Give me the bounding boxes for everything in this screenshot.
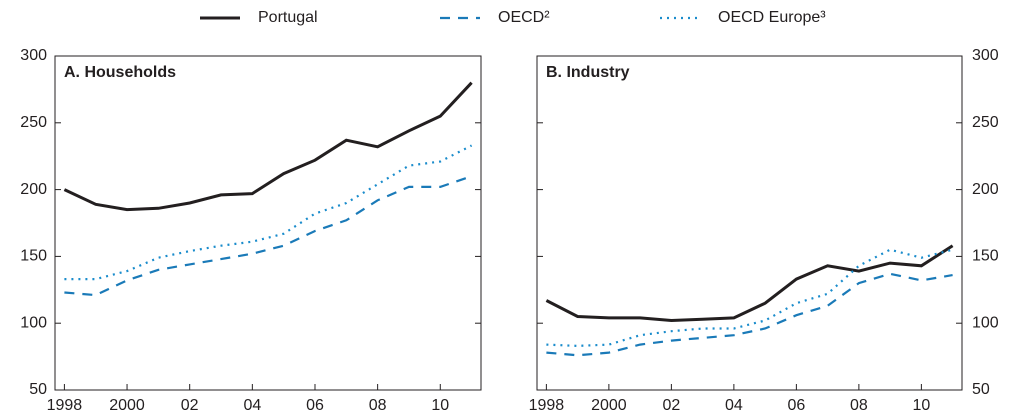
line-series — [63, 81, 473, 212]
y-tick-label: 100 — [972, 314, 999, 331]
x-tick-label: 04 — [243, 397, 261, 414]
plot-frame — [536, 55, 963, 391]
y-tick-label: 300 — [20, 47, 47, 64]
y-tick-label: 250 — [972, 114, 999, 131]
x-tick-label: 1998 — [47, 397, 83, 414]
line-series — [546, 272, 953, 357]
y-tick-label: 50 — [29, 381, 47, 398]
x-tick-label: 10 — [912, 397, 930, 414]
legend-label: OECD² — [498, 9, 550, 26]
x-tick-label: 04 — [725, 397, 743, 414]
x-tick-label: 2000 — [591, 397, 627, 414]
line-series — [64, 144, 473, 281]
line-series — [64, 175, 472, 297]
y-tick-label: 200 — [20, 181, 47, 198]
x-tick-label: 08 — [369, 397, 387, 414]
x-tick-label: 02 — [181, 397, 199, 414]
y-tick-label: 50 — [972, 381, 990, 398]
x-tick-label: 1998 — [529, 397, 565, 414]
x-tick-label: 2000 — [109, 397, 145, 414]
x-tick-label: 10 — [431, 397, 449, 414]
x-tick-label: 06 — [787, 397, 805, 414]
y-tick-label: 150 — [972, 248, 999, 265]
line-series — [545, 244, 954, 323]
plot-frame — [54, 55, 482, 391]
panel-title: B. Industry — [546, 64, 630, 81]
y-tick-label: 100 — [20, 314, 47, 331]
legend-label: Portugal — [258, 9, 318, 26]
y-tick-label: 250 — [20, 114, 47, 131]
x-tick-label: 08 — [850, 397, 868, 414]
legend-label: OECD Europe³ — [718, 9, 826, 26]
y-tick-label: 150 — [20, 248, 47, 265]
x-tick-label: 02 — [662, 397, 680, 414]
y-tick-label: 300 — [972, 47, 999, 64]
panel-title: A. Households — [64, 64, 176, 81]
y-tick-label: 200 — [972, 181, 999, 198]
x-tick-label: 06 — [306, 397, 324, 414]
